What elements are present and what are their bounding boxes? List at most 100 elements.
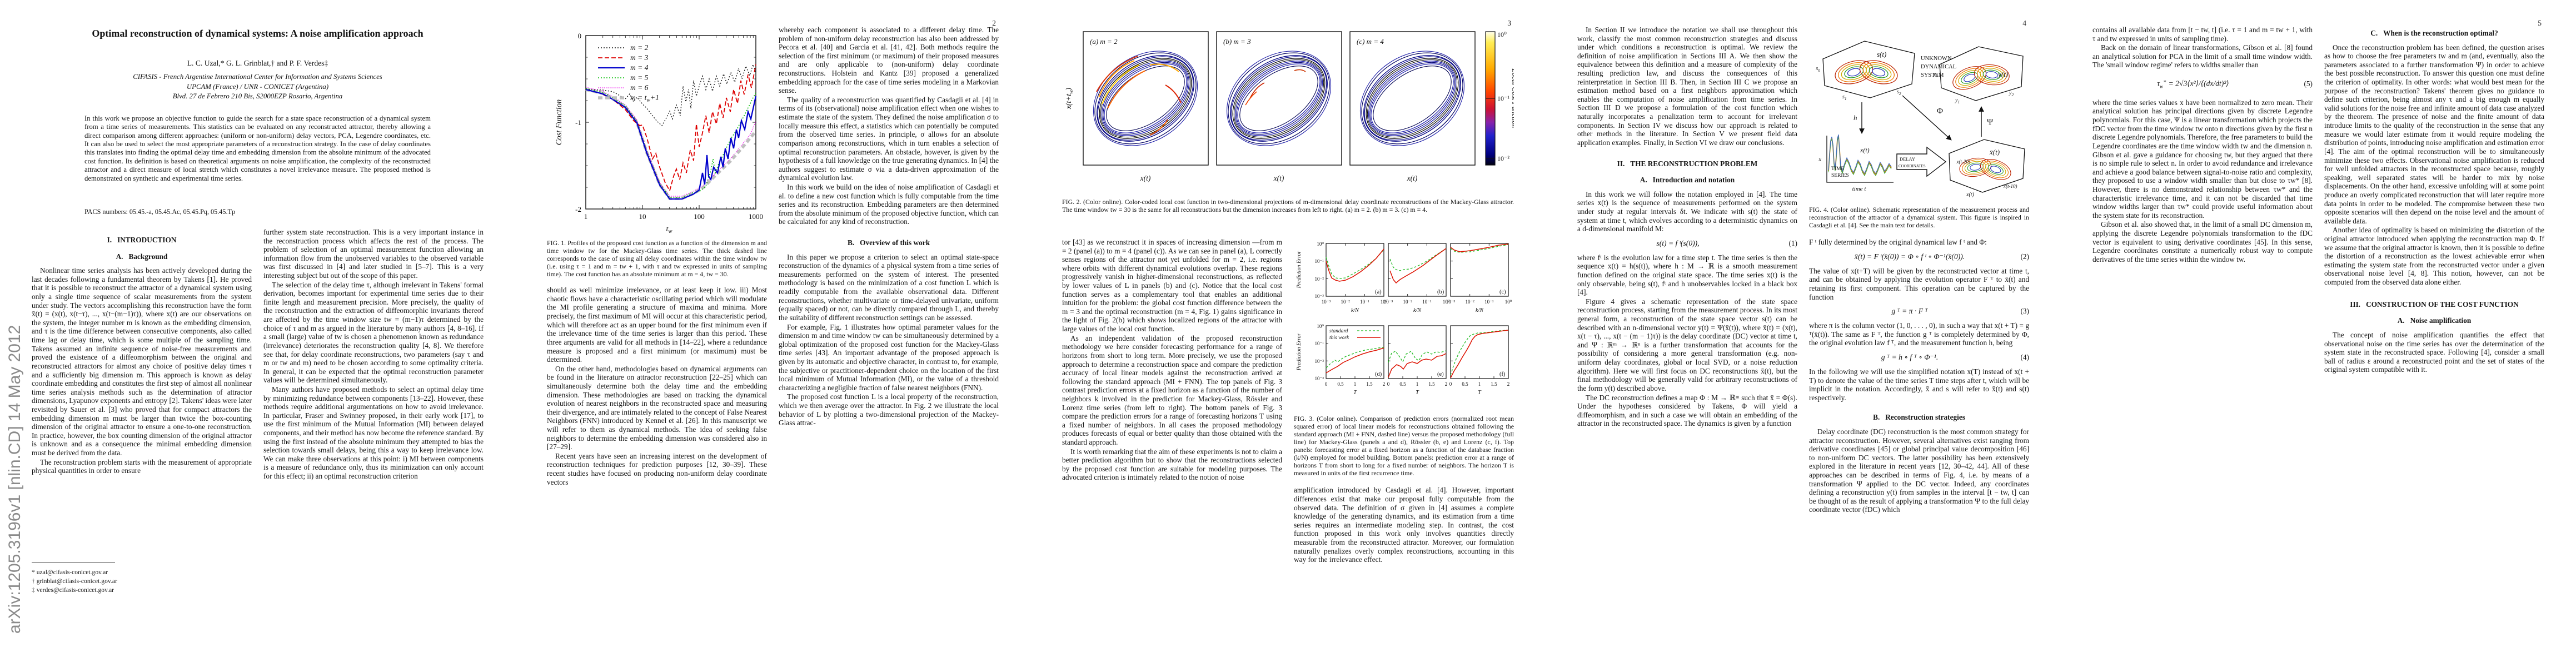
- figure-4-caption: FIG. 4. (Color online). Schematic repres…: [1809, 206, 2029, 230]
- svg-text:DELAY: DELAY: [1900, 156, 1915, 162]
- paragraph: tor [43] as we reconstruct it in spaces …: [1062, 238, 1282, 334]
- svg-text:10⁰: 10⁰: [1381, 299, 1388, 305]
- colorbar-tick: 10⁻²: [1497, 155, 1509, 162]
- svg-text:(c): (c): [1499, 289, 1506, 295]
- paragraph: F ᵗ fully determined by the original dyn…: [1809, 238, 1987, 247]
- svg-text:SYSTEM: SYSTEM: [1921, 72, 1944, 78]
- svg-text:time t: time t: [1852, 186, 1867, 192]
- svg-text:0.5: 0.5: [1462, 381, 1468, 387]
- svg-text:10: 10: [639, 212, 646, 221]
- svg-text:(b): (b): [1437, 289, 1444, 295]
- svg-text:10⁻²: 10⁻²: [1465, 299, 1474, 305]
- footnote-block: * uzal@cifasis-conicet.gov.ar † grinblat…: [32, 563, 252, 595]
- subsection-heading: A. Background: [116, 252, 168, 261]
- svg-text:2: 2: [1445, 381, 1448, 387]
- paragraph: Figure 4 gives a schematic representatio…: [1577, 297, 1797, 392]
- svg-text:10⁻²: 10⁻²: [1315, 359, 1324, 364]
- subsection-heading: C. When is the reconstruction optimal?: [2370, 29, 2498, 37]
- legend-label: m = 6: [630, 83, 649, 92]
- legend-label: m = 2: [630, 43, 649, 52]
- paragraph: amplification introduced by Casdagli et …: [1294, 486, 1514, 564]
- page-number: 5: [2538, 19, 2542, 27]
- figure-2: (a) m = 2 x(t) (b) m = 3 x(t): [1062, 23, 1514, 190]
- arxiv-sidebar-label: arXiv:1205.3196v1 [nlin.CD] 14 May 2012: [6, 325, 24, 634]
- colorbar-tick: 10⁰: [1497, 31, 1507, 38]
- page-1: arXiv:1205.3196v1 [nlin.CD] 14 May 2012 …: [0, 0, 515, 667]
- svg-text:-1: -1: [575, 118, 581, 127]
- axis-label: x(t-20): [1956, 159, 1971, 165]
- paragraph: In the following we will use the simplif…: [1809, 367, 2029, 402]
- figure-1-caption: FIG. 1. Profiles of the proposed cost fu…: [547, 239, 767, 278]
- svg-text:10⁻³: 10⁻³: [1315, 376, 1324, 381]
- svg-text:10⁻¹: 10⁻¹: [1360, 299, 1369, 305]
- paragraph: Many authors have proposed methods to se…: [263, 385, 484, 481]
- series-m4: [585, 88, 757, 200]
- svg-text:DYNAMICAL: DYNAMICAL: [1921, 64, 1956, 70]
- authors-line: L. C. Uzal,* G. L. Grinblat,† and P. F. …: [187, 59, 328, 67]
- svg-text:10⁰: 10⁰: [1317, 241, 1324, 247]
- svg-text:(f): (f): [1499, 371, 1506, 377]
- legend-label: m = tw+1: [630, 93, 659, 103]
- abstract: In this work we propose an objective fun…: [84, 115, 431, 182]
- svg-text:10⁰: 10⁰: [1443, 299, 1450, 305]
- svg-text:SERIES: SERIES: [1831, 173, 1849, 178]
- section-heading: II. THE RECONSTRUCTION PROBLEM: [1617, 159, 1758, 168]
- svg-text:0: 0: [1325, 381, 1328, 387]
- panel-label: (a) m = 2: [1090, 37, 1118, 46]
- paragraph: whereby each component is associated to …: [779, 26, 999, 95]
- paper-title: Optimal reconstruction of dynamical syst…: [92, 28, 423, 39]
- affiliation-line: UPCAM (France) / UNR - CONICET (Argentin…: [186, 82, 329, 91]
- panel-b: (b) m = 3 x(t): [1208, 31, 1349, 182]
- svg-text:10⁻³: 10⁻³: [1446, 299, 1456, 305]
- subsection-heading: A. Introduction and notation: [1640, 176, 1735, 185]
- svg-text:2: 2: [1383, 381, 1386, 387]
- svg-text:0: 0: [1387, 381, 1390, 387]
- svg-text:10⁻¹: 10⁻¹: [1422, 299, 1432, 305]
- paragraph: The concept of noise amplification quant…: [2324, 330, 2544, 374]
- svg-text:x(t): x(t): [1860, 146, 1870, 154]
- svg-text:1: 1: [1478, 381, 1481, 387]
- svg-text:100: 100: [694, 212, 705, 221]
- axis-label: y2: [2009, 90, 2014, 97]
- figure-3-prediction-error-chart: standard this work (a) (b) (c) (d) (e) (…: [1296, 241, 1512, 396]
- svg-text:10⁻²: 10⁻²: [1315, 276, 1324, 282]
- footnote-email: † grinblat@cifasis-conicet.gov.ar: [32, 578, 117, 585]
- axis-label: s1: [1842, 94, 1847, 101]
- paragraph: where fᵗ is the evolution law for a time…: [1577, 253, 1797, 297]
- figure-4-schematic: s(t) s0 s1 s2 UNKNOWN DYNAMICAL SYSTEM y…: [1816, 41, 2025, 198]
- paragraph: The quality of a reconstruction was quan…: [779, 95, 999, 182]
- svg-text:1: 1: [1416, 381, 1419, 387]
- affiliation-block: CIFASIS - French Argentine International…: [0, 72, 515, 102]
- svg-text:1000: 1000: [749, 212, 763, 221]
- paragraph: The proposed cost function L is a local …: [779, 392, 999, 427]
- page-3: 3: [1030, 0, 1546, 667]
- svg-text:10⁻¹: 10⁻¹: [1315, 258, 1324, 264]
- svg-text:10⁰: 10⁰: [1505, 299, 1512, 305]
- svg-text:UNKNOWN: UNKNOWN: [1921, 56, 1952, 62]
- figure-2-caption: FIG. 2. (Color online). Color-coded loca…: [1062, 198, 1514, 214]
- state-label: s(t): [1877, 50, 1886, 58]
- x-axis-label: x(t): [1140, 174, 1151, 182]
- paragraph: Back on the domain of linear transformat…: [2092, 43, 2313, 69]
- paragraph: should as well minimize irrelevance, or …: [547, 286, 767, 364]
- axis-label: y0: [1933, 71, 1938, 78]
- svg-text:1: 1: [1354, 381, 1357, 387]
- paragraph: In this paper we propose a criterion to …: [779, 252, 999, 322]
- page1-right-column: further system state reconstruction. Thi…: [263, 228, 484, 645]
- page-number: 4: [2022, 19, 2026, 27]
- affiliation-line: CIFASIS - French Argentine International…: [133, 73, 382, 81]
- page3-left-column: tor [43] as we reconstruct it in spaces …: [1062, 238, 1282, 649]
- axis-label: x(t): [1966, 192, 1975, 198]
- figure-4: s(t) s0 s1 s2 UNKNOWN DYNAMICAL SYSTEM y…: [1809, 26, 2029, 229]
- svg-text:1.5: 1.5: [1428, 381, 1435, 387]
- legend-label: m = 3: [630, 53, 649, 62]
- figure-3-caption: FIG. 3. (Color online). Comparison of pr…: [1294, 415, 1514, 477]
- x-axis-label: tw: [666, 225, 672, 235]
- svg-text:10⁻³: 10⁻³: [1322, 299, 1331, 305]
- axis-label: s0: [1816, 66, 1820, 73]
- svg-text:10⁻³: 10⁻³: [1384, 299, 1393, 305]
- phi-label: Φ: [1937, 107, 1943, 116]
- page3-right-column: standard this work (a) (b) (c) (d) (e) (…: [1294, 238, 1514, 649]
- svg-text:1.5: 1.5: [1366, 381, 1373, 387]
- paragraph: where π is the column vector (1, 0, . . …: [1809, 321, 2029, 347]
